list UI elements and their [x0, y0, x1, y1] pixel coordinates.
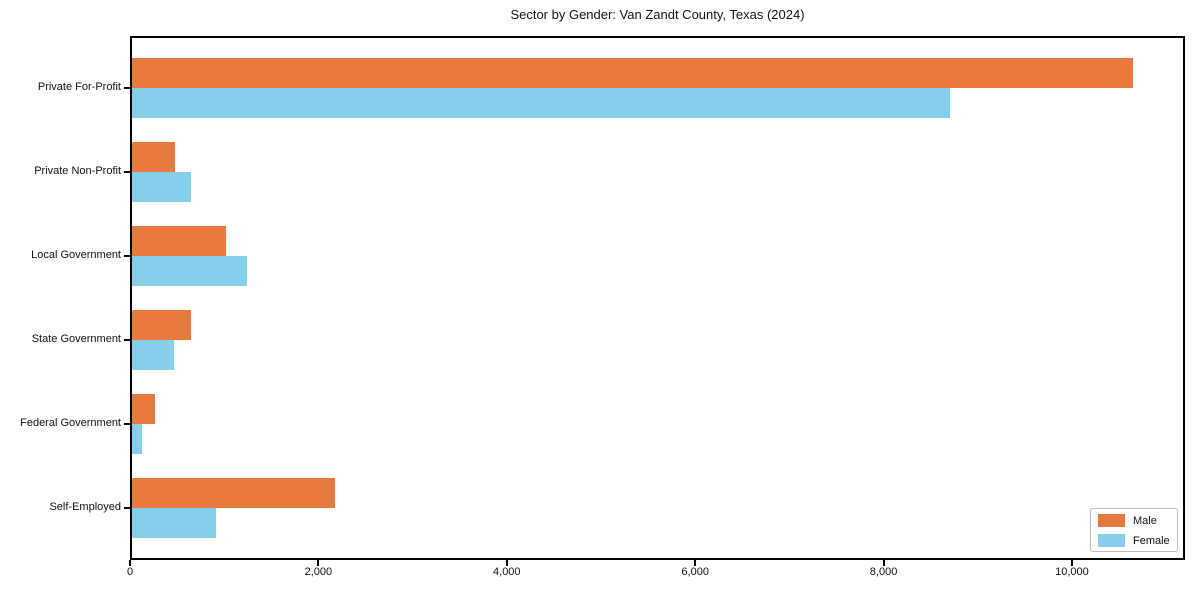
- bar-female-3: [130, 340, 175, 370]
- bar-female-2: [130, 256, 247, 286]
- legend-entry-female: Female: [1098, 534, 1170, 547]
- y-tick-label: Self-Employed: [49, 501, 121, 513]
- x-tick: [317, 560, 320, 566]
- bar-female-5: [130, 508, 216, 538]
- bar-male-0: [130, 58, 1134, 88]
- x-tick-label: 0: [126, 566, 134, 578]
- bar-male-1: [130, 142, 176, 172]
- x-tick: [505, 560, 508, 566]
- x-tick: [129, 560, 131, 566]
- x-tick-label: 2,000: [304, 566, 333, 578]
- bar-male-3: [130, 310, 192, 340]
- x-tick: [1070, 560, 1073, 566]
- y-tick: [124, 171, 130, 173]
- y-tick-label: Private For-Profit: [37, 81, 121, 93]
- y-tick: [124, 255, 130, 257]
- legend: Male Female: [1090, 508, 1178, 552]
- x-tick-label: 4,000: [493, 566, 521, 578]
- y-tick-label: Local Government: [31, 249, 121, 261]
- bar-male-5: [130, 478, 336, 508]
- x-tick-label: 6,000: [681, 566, 709, 578]
- x-tick: [882, 560, 885, 566]
- x-tick: [694, 560, 697, 566]
- y-tick-label: Federal Government: [20, 417, 121, 429]
- legend-label-male: Male: [1133, 514, 1157, 527]
- legend-label-female: Female: [1133, 534, 1170, 547]
- y-tick: [124, 87, 130, 89]
- chart-title: Sector by Gender: Van Zandt County, Texa…: [510, 7, 805, 22]
- bar-male-2: [130, 226, 227, 256]
- bar-female-1: [130, 172, 192, 202]
- plot-area: [130, 36, 1185, 560]
- bar-female-4: [130, 424, 143, 454]
- y-tick: [124, 339, 130, 341]
- legend-entry-male: Male: [1098, 514, 1170, 527]
- bar-male-4: [130, 394, 155, 424]
- y-tick-label: Private Non-Profit: [34, 165, 121, 177]
- y-tick-label: State Government: [31, 333, 121, 345]
- legend-swatch-female-icon: [1098, 534, 1125, 547]
- bar-female-0: [130, 88, 950, 118]
- x-tick-label: 10,000: [1055, 566, 1089, 578]
- y-tick: [124, 507, 130, 509]
- legend-swatch-male-icon: [1098, 514, 1125, 527]
- y-tick: [124, 423, 130, 425]
- x-tick-label: 8,000: [869, 566, 898, 578]
